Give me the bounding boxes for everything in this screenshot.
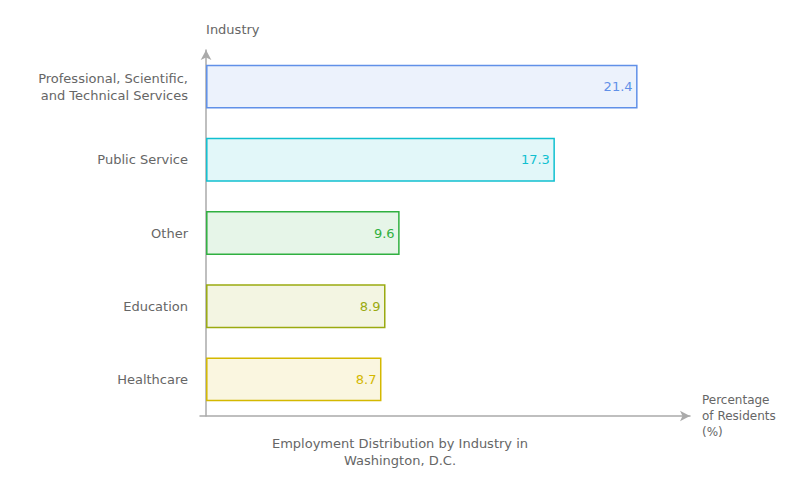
svg-text:9.6: 9.6 — [374, 226, 395, 241]
svg-text:Other: Other — [151, 226, 189, 241]
svg-text:of Residents: of Residents — [702, 409, 776, 423]
svg-text:and Technical Services: and Technical Services — [41, 88, 188, 103]
svg-text:Employment Distribution by Ind: Employment Distribution by Industry in — [272, 436, 528, 451]
svg-text:Industry: Industry — [206, 22, 260, 37]
svg-text:Percentage: Percentage — [702, 393, 770, 407]
svg-text:Washington, D.C.: Washington, D.C. — [344, 453, 456, 468]
svg-text:17.3: 17.3 — [521, 152, 550, 167]
svg-text:Professional, Scientific,: Professional, Scientific, — [38, 71, 188, 86]
svg-text:8.7: 8.7 — [356, 372, 377, 387]
svg-text:8.9: 8.9 — [360, 299, 381, 314]
svg-text:Healthcare: Healthcare — [117, 372, 188, 387]
svg-text:21.4: 21.4 — [604, 79, 633, 94]
svg-text:(%): (%) — [702, 425, 723, 439]
svg-text:Public Service: Public Service — [97, 152, 188, 167]
svg-text:Education: Education — [123, 299, 188, 314]
